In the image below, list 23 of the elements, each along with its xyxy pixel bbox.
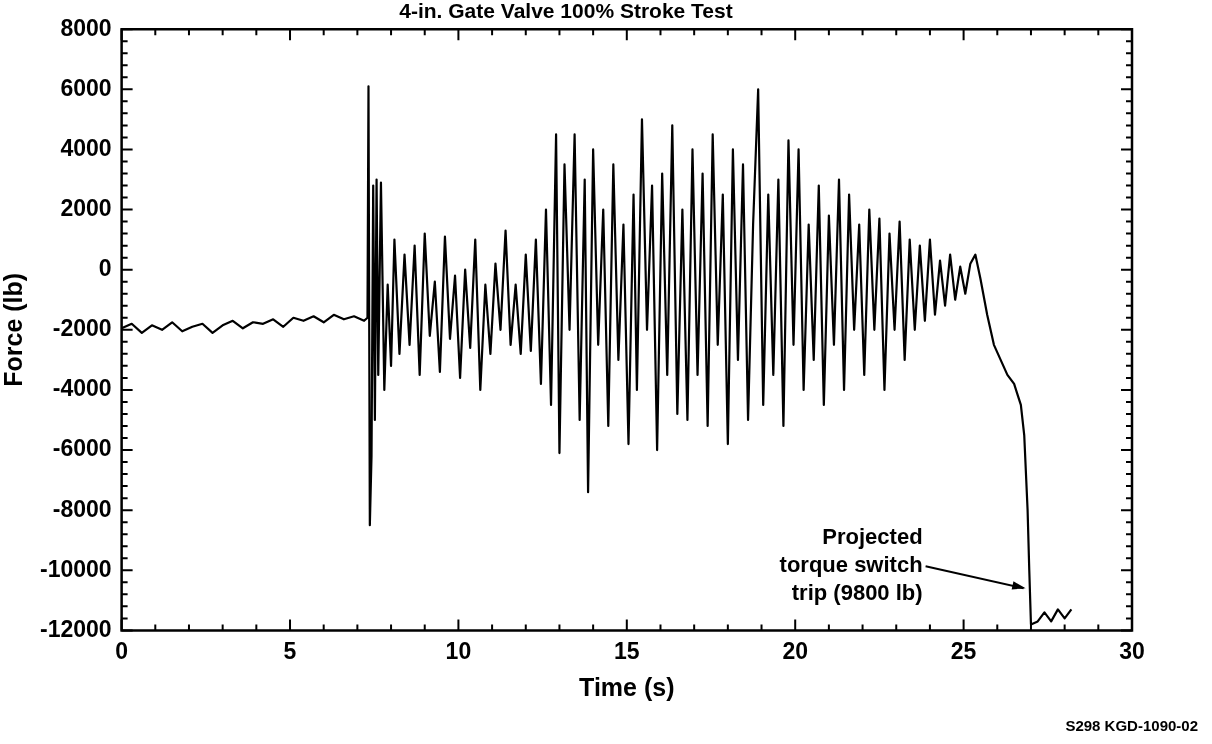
y-tick-label: -2000 <box>52 315 112 342</box>
x-tick-label: 30 <box>1119 637 1145 664</box>
y-tick-label: -6000 <box>52 435 112 462</box>
x-tick-label: 0 <box>115 637 129 664</box>
annotation: Projected torque switch trip (9800 lb) <box>779 524 923 606</box>
y-axis-title: Force (lb) <box>0 272 27 387</box>
x-tick-label: 5 <box>283 637 297 664</box>
x-axis-title: Time (s) <box>579 672 675 701</box>
y-tick-label: 6000 <box>60 74 112 101</box>
y-tick-label: -12000 <box>39 615 112 642</box>
y-tick-label: 4000 <box>60 134 112 161</box>
x-tick-label: 25 <box>950 637 977 664</box>
y-tick-label: 0 <box>98 255 112 282</box>
x-tick-label: 20 <box>782 637 808 664</box>
y-tick-label: -4000 <box>52 375 112 402</box>
x-tick-label: 15 <box>614 637 640 664</box>
y-tick-label: -8000 <box>52 495 112 522</box>
y-tick-label: -10000 <box>39 555 112 582</box>
chart-title: 4-in. Gate Valve 100% Stroke Test <box>399 0 733 23</box>
y-tick-label: 2000 <box>60 194 112 221</box>
y-tick-label: 8000 <box>60 14 112 41</box>
x-tick-label: 10 <box>445 637 472 664</box>
text: S298 KGD-1090-02 <box>1065 717 1198 734</box>
